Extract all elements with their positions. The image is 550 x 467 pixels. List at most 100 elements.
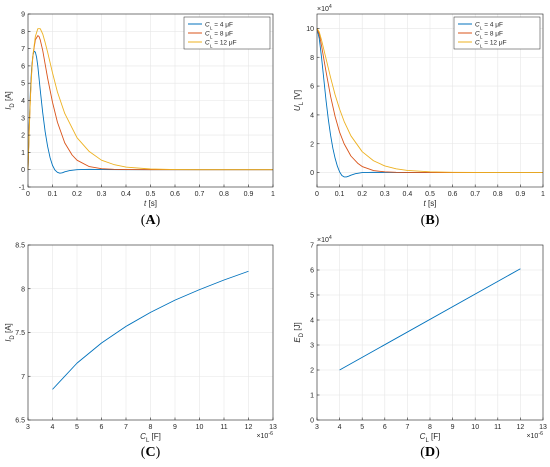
x-tick-label: 0.1 xyxy=(48,191,58,198)
panel-label: (C) xyxy=(141,445,161,460)
y-tick-label: 2 xyxy=(310,368,314,375)
y-tick-label: 6 xyxy=(310,84,314,91)
y-tick-label: 8 xyxy=(21,29,25,36)
x-tick-label: 10 xyxy=(471,424,479,431)
x-tick-label: 0.8 xyxy=(219,191,229,198)
y-tick-label: 8 xyxy=(21,286,25,293)
series-line-2 xyxy=(316,28,543,174)
x-tick-label: 0.7 xyxy=(195,191,205,198)
panel-label: (A) xyxy=(141,213,161,228)
y-tick-label: 1 xyxy=(310,393,314,400)
chart-a: 0 0.1 0.2 0.3 0.4 0.5 0.6 0.7 0.8 0.9 1-1012345678… xyxy=(4,12,275,229)
x-tick-label: 12 xyxy=(517,424,525,431)
x-tick-label: 0.3 xyxy=(97,191,107,198)
x-tick-label: 0.5 xyxy=(425,191,435,198)
series-line-1 xyxy=(339,268,521,371)
x-tick-label: 0.2 xyxy=(357,191,367,198)
y-tick-label: 10 xyxy=(306,26,314,33)
y-tick-label: 4 xyxy=(21,98,25,105)
x-exponent-label: ×10-6 xyxy=(526,431,543,440)
y-tick-label: 5 xyxy=(310,293,314,300)
series-line-1 xyxy=(52,270,249,390)
y-tick-label: 0 xyxy=(310,418,314,425)
y-tick-label: 9 xyxy=(21,12,25,19)
y-tick-label: 2 xyxy=(310,141,314,148)
y-tick-label: 6 xyxy=(21,63,25,70)
x-tick-label: 8 xyxy=(149,424,153,431)
y-tick-label: 7 xyxy=(310,243,314,250)
legend-entry-1: CL = 4 μF xyxy=(205,21,233,31)
x-tick-label: 5 xyxy=(360,424,364,431)
y-tick-label: 3 xyxy=(310,343,314,350)
y-tick-label: 1 xyxy=(21,150,25,157)
x-axis-label: t [s] xyxy=(144,199,157,208)
x-axis-label: CL [F] xyxy=(140,432,161,444)
x-tick-label: 0.4 xyxy=(403,191,413,198)
y-axis-label: UL [V] xyxy=(293,90,305,111)
x-tick-label: 0.7 xyxy=(470,191,480,198)
x-tick-label: 0.5 xyxy=(146,191,156,198)
x-tick-label: 0.8 xyxy=(493,191,503,198)
y-tick-label: 6.5 xyxy=(15,418,25,425)
y-axis-label: ID [A] xyxy=(4,91,16,110)
chart-c: 3 4 5 6 7 8 9 10 11 12 13 6.5 7 7.5 8 8.5 ×10-6 CL [F] ID … xyxy=(4,243,277,461)
legend-entry-2: CL = 8 μF xyxy=(205,30,233,40)
x-tick-label: 0.9 xyxy=(516,191,526,198)
y-tick-label: 4 xyxy=(310,318,314,325)
x-tick-label: 9 xyxy=(451,424,455,431)
chart-b: 0 0.1 0.2 0.3 0.4 0.5 0.6 0.7 0.8 0.9 10246810×104… xyxy=(293,4,545,228)
legend-entry-2: CL = 8 μF xyxy=(475,30,503,40)
x-axis-label: t [s] xyxy=(424,199,437,208)
y-tick-label: 0 xyxy=(21,167,25,174)
x-tick-label: 8 xyxy=(428,424,432,431)
x-tick-label: 0 xyxy=(315,191,319,198)
series-line-3 xyxy=(27,28,273,171)
x-axis-label: CL [F] xyxy=(420,432,441,444)
x-tick-label: 7 xyxy=(405,424,409,431)
x-tick-label: 9 xyxy=(173,424,177,431)
y-exponent-label: ×104 xyxy=(317,235,332,244)
x-tick-label: 11 xyxy=(220,424,227,431)
x-exponent-label: ×10-6 xyxy=(256,431,273,440)
y-tick-label: 8 xyxy=(310,55,314,62)
x-tick-label: 0.2 xyxy=(72,191,82,198)
x-tick-label: 3 xyxy=(315,424,319,431)
y-tick-label: 3 xyxy=(21,115,25,122)
x-tick-label: 4 xyxy=(338,424,342,431)
series-line-3 xyxy=(316,28,543,174)
x-tick-label: 11 xyxy=(494,424,501,431)
y-tick-label: 5 xyxy=(21,81,25,88)
y-tick-label: 0 xyxy=(310,170,314,177)
y-tick-label: 7 xyxy=(21,374,25,381)
x-tick-label: 3 xyxy=(26,424,30,431)
x-tick-label: 7 xyxy=(124,424,128,431)
x-tick-label: 12 xyxy=(245,424,253,431)
x-tick-label: 0 xyxy=(26,191,30,198)
series-line-1 xyxy=(316,28,543,178)
x-tick-label: 5 xyxy=(75,424,79,431)
y-axis-label: ED [J] xyxy=(293,322,305,342)
y-axis-label: ID [A] xyxy=(4,323,16,342)
y-tick-label: -1 xyxy=(19,185,25,192)
y-tick-label: 7 xyxy=(21,46,25,53)
y-tick-label: 2 xyxy=(21,133,25,140)
legend-entry-1: CL = 4 μF xyxy=(475,21,503,31)
y-tick-label: 7.5 xyxy=(15,330,25,337)
x-tick-label: 0.6 xyxy=(448,191,458,198)
x-tick-label: 0.6 xyxy=(170,191,180,198)
x-tick-label: 6 xyxy=(100,424,104,431)
x-tick-label: 10 xyxy=(196,424,204,431)
x-tick-label: 1 xyxy=(271,191,275,198)
x-tick-label: 0.3 xyxy=(380,191,390,198)
x-tick-label: 0.9 xyxy=(244,191,254,198)
x-tick-label: 0.4 xyxy=(121,191,131,198)
x-tick-label: 1 xyxy=(541,191,545,198)
y-tick-label: 8.5 xyxy=(15,243,25,250)
legend-entry-3: CL = 12 μF xyxy=(475,39,507,49)
y-exponent-label: ×104 xyxy=(317,4,332,13)
x-tick-label: 13 xyxy=(269,424,277,431)
